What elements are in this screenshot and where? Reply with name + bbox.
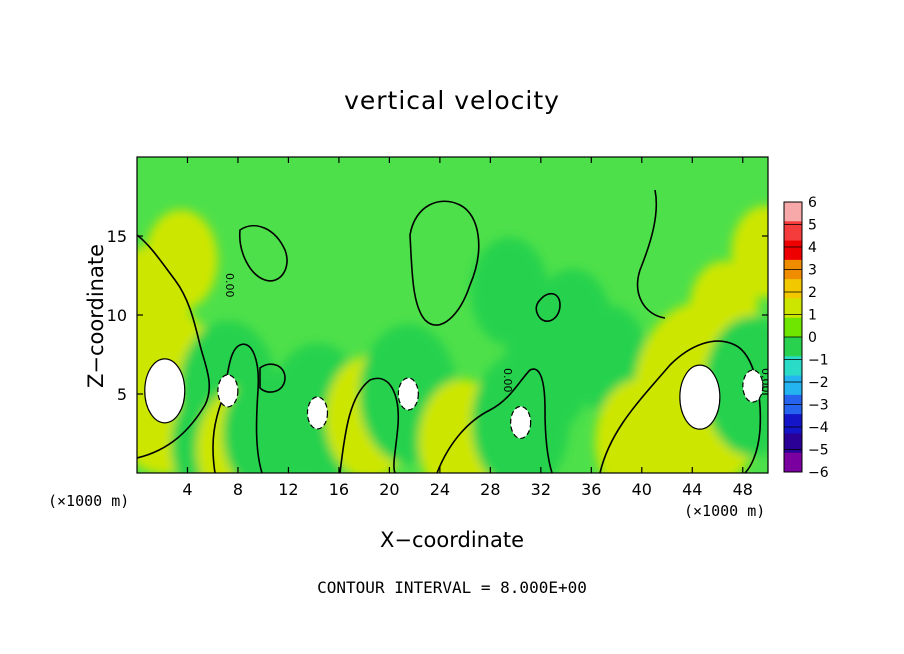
contour-line: [239, 225, 288, 282]
colorbar-label: −3: [808, 398, 829, 414]
x-tick-label: 32: [531, 480, 551, 499]
contour-line: [409, 200, 480, 326]
colorbar-label: −6: [808, 465, 829, 481]
x-tick-label: 44: [682, 480, 702, 499]
y-axis: 5 10 15: [107, 227, 768, 404]
x-tick-label: 16: [329, 480, 349, 499]
zero-contours: [137, 189, 762, 473]
colorbar-swatch: [784, 356, 802, 377]
contour-line: [259, 363, 286, 393]
colorbar-swatch: [784, 221, 802, 242]
x-tick-label: 48: [733, 480, 753, 499]
contour-line: [535, 292, 561, 322]
colorbar-swatch: [784, 240, 802, 261]
x-tick-label: 20: [379, 480, 399, 499]
core-region: [217, 374, 239, 408]
field-blob: [703, 316, 768, 457]
x-unit-left: (×1000 m): [48, 492, 130, 510]
x-tick-label: 36: [581, 480, 601, 499]
contour-line: [436, 368, 553, 473]
contour-line: [212, 343, 263, 473]
x-tick-label: 28: [480, 480, 500, 499]
colorbar-swatch: [784, 433, 802, 454]
field-blob: [731, 205, 768, 298]
x-tick-label: 12: [278, 480, 298, 499]
contour-line: [599, 340, 762, 473]
colorbar-swatch: [784, 202, 802, 222]
contour-line: [137, 234, 211, 459]
y-tick-label: 10: [107, 306, 127, 325]
core-region: [742, 369, 764, 403]
colorbar-swatch: [784, 298, 802, 319]
contour-label: 0.00: [501, 368, 514, 393]
colorbar-label: 2: [808, 285, 817, 301]
colorbar-swatch: [784, 279, 802, 299]
x-tick-label: 40: [632, 480, 652, 499]
field-blob: [144, 209, 218, 310]
core-region: [397, 377, 419, 411]
core-region: [306, 396, 329, 430]
y-tick-label: 5: [117, 385, 127, 404]
colorbar-swatch: [784, 317, 802, 338]
colorbar-label: 5: [808, 218, 817, 234]
colorbar-swatch: [784, 337, 802, 357]
contour-interval-note: CONTOUR INTERVAL = 8.000E+00: [317, 578, 587, 597]
core-region: [144, 358, 186, 424]
saturated-cores: 0.00 0.00 0.00: [144, 273, 772, 440]
chart-title: vertical velocity: [344, 86, 560, 115]
colorbar-label: −5: [808, 443, 829, 459]
colorbar-label: −1: [808, 353, 829, 369]
field-blob: [470, 237, 549, 346]
colorbar: 6 5 4 3 2 1 0 −1 −2 −3 −4 −5 −6: [783, 195, 829, 481]
y-axis-label: Z−coordinate: [84, 244, 108, 388]
colorbar-label: −2: [808, 375, 829, 391]
colorbar-label: 0: [808, 330, 817, 346]
x-tick-label: 24: [430, 480, 450, 499]
colorbar-label: 4: [808, 240, 817, 256]
x-tick-label: 8: [233, 480, 243, 499]
x-unit-right: (×1000 m): [684, 502, 766, 520]
contour-line: [339, 377, 400, 473]
contour-label: 0.00: [223, 273, 236, 298]
core-region: [510, 405, 532, 440]
field-blob: [533, 268, 612, 377]
contour-line: [636, 189, 666, 319]
y-tick-label: 15: [107, 227, 127, 246]
colorbar-label: 6: [808, 195, 817, 211]
plot-area: 0.00 0.00 0.00: [136, 156, 772, 474]
x-axis: 4 8 12 16 20 24 28 32 36 40 44 48: [182, 157, 753, 499]
x-tick-label: 4: [182, 480, 192, 499]
colorbar-swatch: [784, 414, 802, 434]
x-axis-label: X−coordinate: [380, 528, 524, 552]
core-region: [679, 364, 721, 430]
colorbar-label: 1: [808, 308, 817, 324]
colorbar-label: −4: [808, 420, 829, 436]
colorbar-label: 3: [808, 263, 817, 279]
colorbar-swatch: [784, 375, 802, 396]
contour-label: 0.00: [759, 368, 772, 393]
colorbar-swatch: [784, 452, 802, 473]
